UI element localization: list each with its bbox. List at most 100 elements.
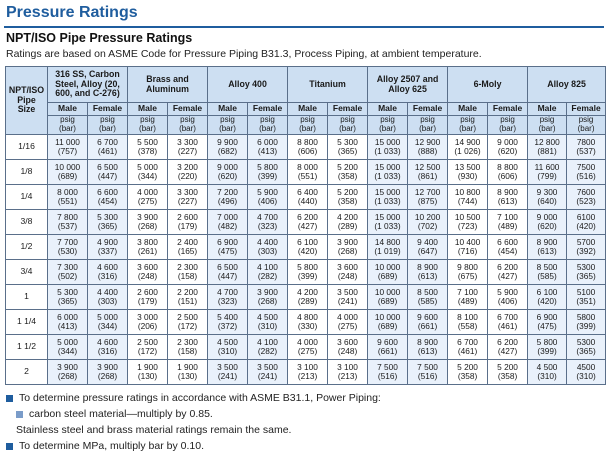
rating-cell: 15 000 (1 033) [367,134,409,160]
bullet-square-icon [6,394,13,402]
rating-cell: 4 900 (337) [87,234,128,260]
female-subheader: Female [247,102,289,116]
pipe-size-cell: 3/8 [5,209,48,235]
rating-cell: 3 600 (248) [327,259,369,285]
rating-cell: 12 500 (861) [407,159,449,185]
rating-cell: 7 000 (482) [207,209,249,235]
rating-cell: 8 800 (606) [487,159,529,185]
rating-cell: 9 900 (682) [207,134,249,160]
unit-subheader: psig (bar) [87,115,128,135]
table-row: 1/16 11 000 (757) 6 700 (461) 5 500 (378) 3 300… [5,134,607,160]
rating-cell: 3 900 (268) [47,359,88,385]
rating-cell: 8 800 (606) [287,134,329,160]
unit-subheader: psig (bar) [566,115,607,135]
rating-cell: 6 900 (475) [527,309,568,335]
rating-cell: 5 300 (365) [327,134,369,160]
rating-cell: 8 000 (551) [287,159,329,185]
rating-cell: 5 800 (399) [247,159,289,185]
pipe-size-cell: 1/4 [5,184,48,210]
unit-subheader: psig (bar) [287,115,329,135]
table-row: 1 1/2 5 000 (344) 4 600 (316) 2 500 (172) 2 300… [5,334,607,360]
rating-cell: 6 900 (475) [207,234,249,260]
size-header: NPT/ISO Pipe Size [5,66,48,135]
rating-cell: 6 200 (427) [487,259,529,285]
footnote-b31-1: To determine pressure ratings in accorda… [6,392,381,404]
rating-cell: 5700 (392) [566,234,607,260]
rating-cell: 1 900 (130) [166,359,209,385]
rating-cell: 12 900 (888) [407,134,449,160]
table-title: NPT/ISO Pipe Pressure Ratings [6,31,193,45]
rating-cell: 9 800 (675) [447,259,489,285]
material-header: Titanium [287,66,369,103]
rating-cell: 6 100 (420) [527,284,568,310]
material-header: 316 SS, Carbon Steel, Alloy (20, 600, an… [47,66,128,103]
rating-cell: 7 100 (489) [447,284,489,310]
table-row: 1/8 10 000 (689) 6 500 (447) 5 000 (344) 3 200(… [5,159,607,185]
female-subheader: Female [407,102,449,116]
rating-cell: 6 700 (461) [447,334,489,360]
rating-cell: 5 400 (372) [207,309,249,335]
rating-cell: 9 600 (661) [367,334,409,360]
rating-cell: 6 100 (420) [287,234,329,260]
rating-cell: 9 000 (620) [527,209,568,235]
rating-cell: 10 200 (702) [407,209,449,235]
rating-cell: 2 600 (179) [166,209,209,235]
rating-cell: 5 800 (399) [527,334,568,360]
unit-subheader: psig (bar) [166,115,209,135]
table-row: 3/4 7 300 (502) 4 600 (316) 3 600 (248) 2 300 (1… [5,259,607,285]
rating-cell: 5 800 (399) [287,259,329,285]
rating-cell: 3 900 (268) [127,209,168,235]
rating-cell: 2 300 (158) [166,259,209,285]
footnote-text: To determine pressure ratings in accorda… [19,392,381,404]
rating-cell: 5100 (351) [566,284,607,310]
rating-cell: 5800 (399) [566,309,607,335]
rating-cell: 4 000 (275) [327,309,369,335]
material-header: Alloy 825 [527,66,607,103]
rating-cell: 3 200 (220) [166,159,209,185]
pipe-size-cell: 1 1/4 [5,309,48,335]
rating-cell: 10 500 (723) [447,209,489,235]
rating-cell: 3 500 (241) [247,359,289,385]
rating-cell: 5 000 (344) [87,309,128,335]
rating-cell: 10 400 (716) [447,234,489,260]
rating-cell: 3 500 (241) [327,284,369,310]
pipe-size-cell: 2 [5,359,48,385]
rating-cell: 6 600 (454) [487,234,529,260]
rating-cell: 9 400 (647) [407,234,449,260]
rating-cell: 3 500 (241) [207,359,249,385]
unit-subheader: psig (bar) [447,115,489,135]
rating-cell: 6 700 (461) [87,134,128,160]
rating-cell: 5 900 (406) [487,284,529,310]
table-row: 1 1/4 6 000 (413) 5 000 (344) 3 000 (206) 2 500… [5,309,607,335]
rating-cell: 4 800 (330) [287,309,329,335]
pipe-size-cell: 1 1/2 [5,334,48,360]
rating-cell: 3 900 (268) [87,359,128,385]
rating-cell: 8 900 (613) [487,184,529,210]
footnote-mpa: To determine MPa, multiply bar by 0.10. [6,440,204,452]
rating-cell: 7 700 (530) [47,234,88,260]
rating-cell: 14 900 (1 026) [447,134,489,160]
rating-cell: 9 600 (661) [407,309,449,335]
rating-cell: 7 200 (496) [207,184,249,210]
rating-cell: 5 200 (358) [447,359,489,385]
rating-cell: 4 400 (303) [247,234,289,260]
rating-cell: 10 000 (689) [367,309,409,335]
rating-cell: 7 100 (489) [487,209,529,235]
rating-cell: 6 000 (413) [247,134,289,160]
rating-cell: 3 300 (227) [166,184,209,210]
rating-cell: 8 500 (585) [407,284,449,310]
rating-cell: 5300 (365) [566,334,607,360]
rating-cell: 2 400 (165) [166,234,209,260]
male-subheader: Male [527,102,568,116]
rating-cell: 10 800 (744) [447,184,489,210]
pressure-ratings-table: NPT/ISO Pipe Size 316 SS, Carbon Steel, … [5,66,607,385]
rating-cell: 7800 (537) [566,134,607,160]
bullet-square-icon [6,442,13,450]
male-subheader: Male [447,102,489,116]
rating-cell: 4 700 (323) [207,284,249,310]
rating-cell: 15 000 (1 033) [367,159,409,185]
rating-cell: 3 000 (206) [127,309,168,335]
material-header: Brass and Aluminum [126,66,209,103]
rating-cell: 2 500 (172) [166,309,209,335]
